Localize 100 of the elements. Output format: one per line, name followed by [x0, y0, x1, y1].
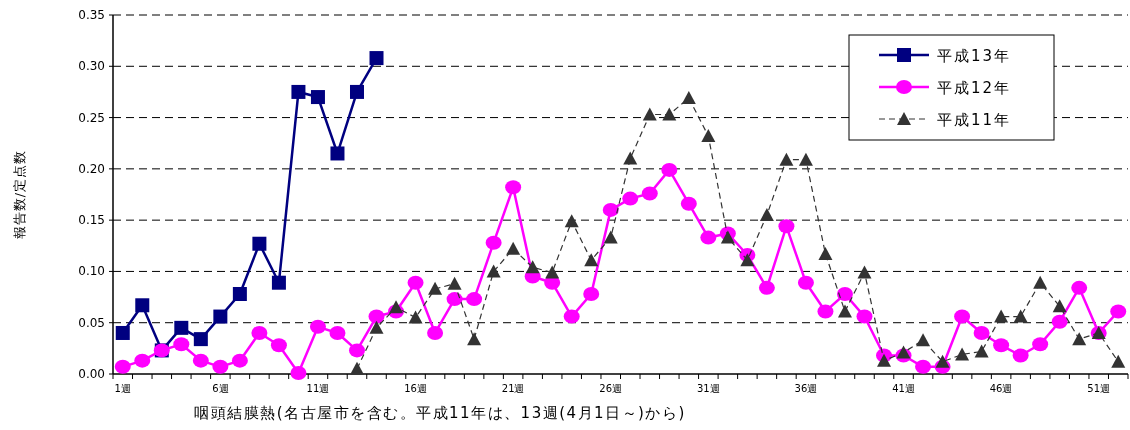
- point: [1051, 314, 1068, 329]
- point: [974, 344, 989, 358]
- point: [467, 332, 482, 346]
- x-tick-label: 51週: [1087, 383, 1111, 394]
- point: [212, 359, 229, 374]
- point: [700, 230, 717, 245]
- point: [583, 286, 600, 301]
- point: [174, 320, 189, 335]
- x-tick-label: 1週: [114, 383, 131, 394]
- y-tick-label: 0.35: [78, 8, 105, 22]
- point: [564, 214, 579, 228]
- point: [1032, 337, 1049, 352]
- y-tick-label: 0.15: [78, 213, 105, 228]
- x-tick-label: 46週: [989, 383, 1013, 394]
- point: [368, 309, 385, 324]
- point: [701, 129, 716, 143]
- point: [954, 309, 971, 324]
- point: [1013, 309, 1028, 323]
- point: [680, 196, 697, 211]
- point: [758, 280, 775, 295]
- point: [505, 180, 522, 195]
- point: [310, 90, 325, 105]
- point: [916, 333, 931, 347]
- point: [349, 361, 364, 375]
- legend-label: 平成12年: [937, 79, 1012, 97]
- point: [623, 151, 638, 165]
- point: [193, 332, 208, 347]
- point: [993, 338, 1010, 353]
- point: [506, 241, 521, 255]
- y-tick-label: 0.10: [78, 264, 105, 279]
- x-tick-label: 26週: [599, 383, 623, 394]
- point: [779, 152, 794, 166]
- point: [135, 298, 150, 313]
- point: [877, 353, 892, 367]
- x-tick-label: 21週: [501, 383, 525, 394]
- point: [291, 84, 306, 99]
- x-tick-label: 31週: [696, 383, 720, 394]
- point: [603, 230, 618, 244]
- point: [486, 264, 501, 278]
- y-tick-label: 0.05: [78, 315, 105, 330]
- point: [466, 292, 483, 307]
- point: [759, 208, 774, 222]
- point: [427, 325, 444, 340]
- point: [602, 202, 619, 217]
- x-tick-label: 6週: [212, 383, 229, 394]
- y-tick-label: 0.20: [78, 161, 105, 176]
- point: [525, 260, 540, 274]
- point: [309, 319, 326, 334]
- y-tick-label: 0.30: [78, 59, 105, 74]
- y-tick-label: 0.25: [78, 110, 105, 125]
- point: [955, 347, 970, 361]
- point: [485, 235, 502, 250]
- point: [330, 146, 345, 161]
- point: [348, 343, 365, 358]
- point: [173, 337, 190, 352]
- point: [915, 359, 932, 374]
- point: [192, 353, 209, 368]
- point: [818, 246, 833, 260]
- point: [681, 91, 696, 105]
- x-tick-label: 11週: [306, 383, 330, 394]
- point: [740, 253, 755, 267]
- point: [408, 310, 423, 324]
- point: [232, 286, 247, 301]
- point: [797, 275, 814, 290]
- legend-label: 平成11年: [937, 111, 1012, 129]
- point: [252, 236, 267, 251]
- point: [584, 253, 599, 267]
- point: [896, 345, 911, 359]
- point: [114, 359, 131, 374]
- point: [1033, 275, 1048, 289]
- point: [270, 338, 287, 353]
- x-tick-label: 16週: [404, 383, 427, 394]
- point: [857, 265, 872, 279]
- point: [994, 309, 1009, 323]
- point: [817, 304, 834, 319]
- point: [213, 309, 228, 324]
- point: [563, 309, 580, 324]
- point: [935, 354, 950, 368]
- point: [1012, 348, 1029, 363]
- point: [798, 152, 813, 166]
- point: [115, 325, 130, 340]
- point: [369, 51, 384, 66]
- x-tick-label: 41週: [892, 383, 915, 394]
- point: [837, 304, 852, 318]
- point: [231, 353, 248, 368]
- point: [1110, 304, 1127, 319]
- point: [134, 353, 151, 368]
- x-tick-label: 36週: [794, 383, 818, 394]
- point: [271, 275, 286, 290]
- point: [251, 325, 268, 340]
- point: [290, 365, 307, 380]
- legend-label: 平成13年: [937, 47, 1012, 65]
- point: [447, 276, 462, 290]
- x-axis-title: 咽頭結膜熱(名古屋市を含む。平成11年は、13週(4月1日～)から): [194, 404, 686, 422]
- point: [369, 320, 384, 334]
- point: [329, 325, 346, 340]
- point: [1111, 354, 1126, 368]
- y-axis-title: 報告数/定点数: [12, 149, 27, 240]
- point: [407, 275, 424, 290]
- point: [622, 191, 639, 206]
